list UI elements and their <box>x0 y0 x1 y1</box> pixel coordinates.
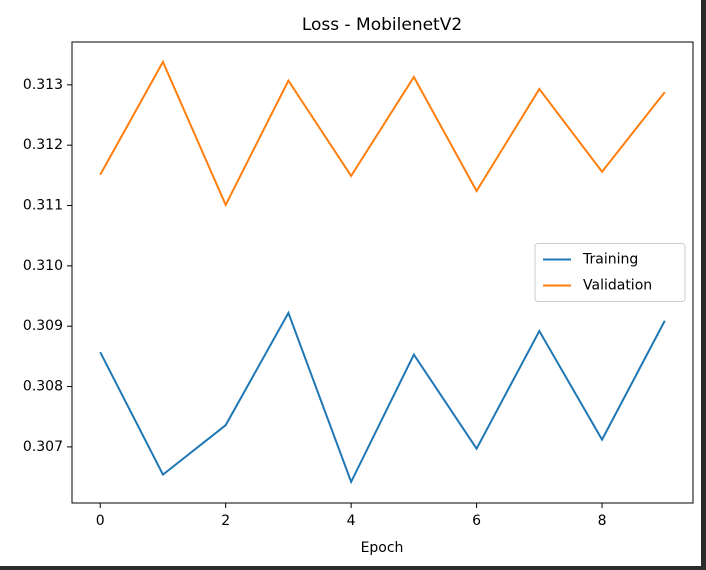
x-tick-label: 2 <box>221 513 230 529</box>
y-tick-label: 0.309 <box>23 318 63 334</box>
y-tick-label: 0.307 <box>23 439 63 455</box>
x-tick-label: 8 <box>598 513 607 529</box>
y-tick-label: 0.313 <box>23 77 63 93</box>
data-line <box>99 310 666 485</box>
x-axis-label: Epoch <box>361 540 404 556</box>
x-tick-label: 6 <box>472 513 481 529</box>
x-tick-label: 0 <box>96 513 105 529</box>
legend-label: Validation <box>583 278 652 294</box>
plot-frame <box>71 41 694 504</box>
data-line <box>99 59 666 208</box>
y-tick-label: 0.310 <box>23 258 63 274</box>
y-tick-label: 0.308 <box>23 379 63 395</box>
legend-label: Training <box>582 252 638 268</box>
x-tick-label: 4 <box>347 513 356 529</box>
y-tick-label: 0.311 <box>23 198 63 214</box>
chart-title: Loss - MobilenetV2 <box>302 15 462 35</box>
legend-box <box>534 243 686 302</box>
y-tick-label: 0.312 <box>23 137 63 153</box>
